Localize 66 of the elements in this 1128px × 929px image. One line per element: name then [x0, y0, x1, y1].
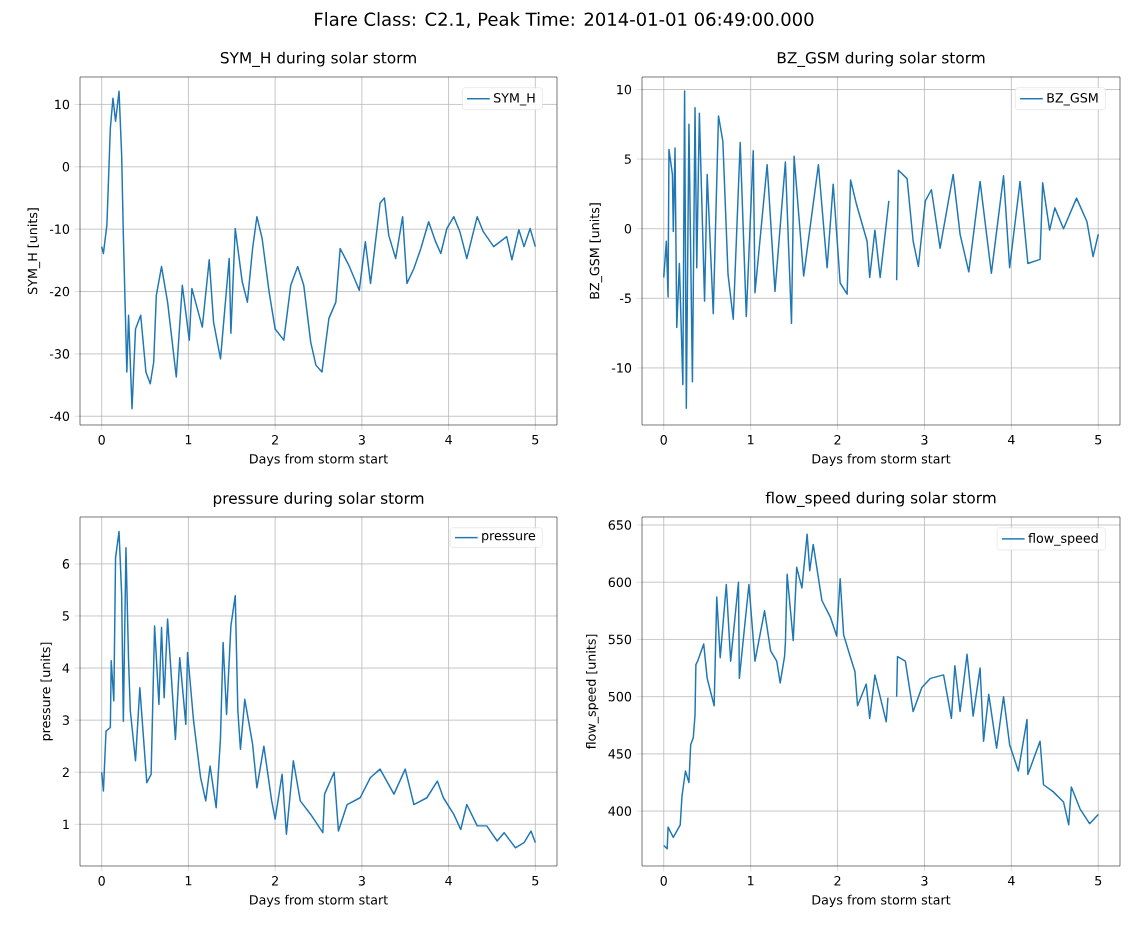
x-tick-label: 2: [834, 435, 841, 445]
y-tick-label: 650: [608, 520, 632, 530]
x-tick-label: 3: [921, 435, 928, 445]
x-tick-label: 2: [272, 435, 278, 445]
x-tick-label: 5: [1095, 435, 1102, 445]
x-tick-label: 0: [98, 876, 105, 886]
y-tick-label: 500: [608, 691, 632, 702]
x-tick-label: 1: [748, 876, 754, 886]
x-tick-label: 3: [358, 876, 365, 886]
x-tick-label: 4: [1007, 435, 1015, 445]
y-tick-label: 5: [62, 611, 69, 621]
y-tick-label: 550: [608, 634, 632, 645]
x-tick-label: 5: [532, 876, 539, 886]
chart-title: pressure during solar storm: [213, 492, 424, 507]
x-axis-title: Days from storm start: [812, 894, 951, 908]
x-tick-label: 2: [272, 876, 278, 886]
x-tick-label: 5: [532, 435, 539, 445]
y-tick-label: 5: [624, 154, 631, 164]
x-axis-title: Days from storm start: [250, 453, 388, 467]
y-tick-label: 6: [62, 559, 70, 569]
y-tick-label: -10: [611, 363, 632, 373]
x-tick-label: 2: [834, 876, 841, 886]
y-tick-label: -40: [49, 411, 70, 422]
chart-title: flow_speed during solar storm: [765, 491, 996, 507]
y-tick-label: -5: [619, 293, 631, 304]
y-tick-label: 0: [62, 162, 70, 172]
y-tick-label: 10: [55, 99, 70, 110]
y-tick-label: 2: [62, 767, 69, 777]
x-tick-label: 3: [358, 435, 365, 445]
legend-label: flow_speed: [1028, 533, 1098, 546]
x-axis-title: Days from storm start: [250, 894, 388, 908]
x-tick-label: 4: [445, 876, 452, 886]
x-tick-label: 0: [660, 435, 667, 445]
y-tick-label: 0: [624, 223, 632, 234]
x-tick-label: 4: [445, 435, 452, 445]
y-tick-label: 4: [62, 663, 70, 673]
x-tick-label: 1: [748, 435, 754, 445]
y-axis-title: SYM_H [units]: [27, 208, 41, 294]
x-axis-title: Days from storm start: [812, 453, 951, 467]
y-tick-label: 400: [608, 806, 632, 816]
chart-title: BZ_GSM during solar storm: [777, 51, 985, 67]
x-tick-label: 5: [1095, 876, 1102, 886]
y-tick-label: 3: [62, 715, 69, 725]
legend-label: SYM_H: [494, 93, 535, 106]
chart-title: SYM_H during solar storm: [220, 51, 416, 67]
y-tick-label: 1: [63, 819, 69, 829]
y-axis-title: flow_speed [units]: [586, 634, 599, 750]
y-tick-label: 450: [608, 749, 632, 759]
y-tick-label: 600: [608, 577, 632, 588]
legend-label: BZ_GSM: [1047, 93, 1098, 106]
x-tick-label: 1: [185, 876, 192, 886]
x-tick-label: 4: [1007, 876, 1015, 886]
y-axis-title: pressure [units]: [40, 642, 53, 741]
x-tick-label: 3: [921, 876, 928, 886]
y-tick-label: 10: [617, 84, 632, 95]
x-tick-label: 0: [660, 876, 667, 886]
y-tick-label: -30: [49, 349, 70, 359]
text: Flare Class: C2.1, Peak Time: 2014-01-01 06:49:00.000: [315, 12, 814, 28]
legend-label: pressure: [482, 533, 536, 543]
x-tick-label: 0: [98, 435, 105, 445]
line-series: [100, 90, 537, 410]
y-axis-title: BZ_GSM [units]: [589, 203, 603, 299]
line-series: [100, 530, 537, 849]
x-tick-label: 1: [185, 435, 192, 445]
y-tick-label: -10: [49, 224, 70, 234]
y-tick-label: -20: [49, 286, 70, 297]
